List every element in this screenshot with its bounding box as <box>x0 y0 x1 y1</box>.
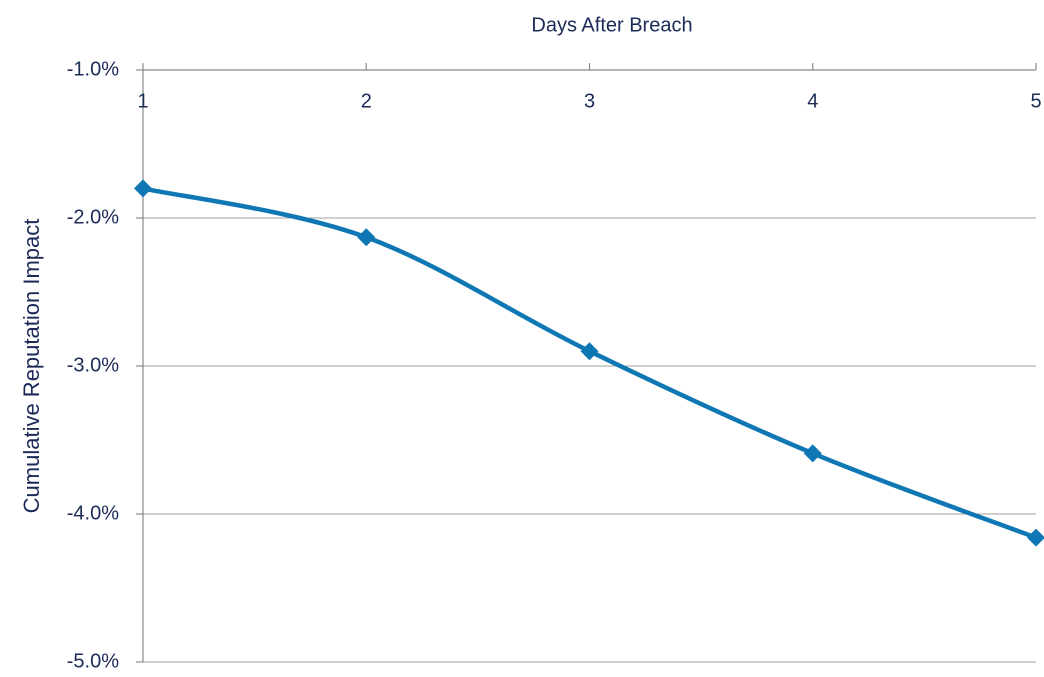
x-tick-label: 3 <box>584 90 595 112</box>
chart-title: Days After Breach <box>531 14 692 36</box>
data-point <box>803 444 822 463</box>
data-line <box>142 186 1037 540</box>
data-point <box>357 228 376 247</box>
y-tick-label: -4.0% <box>67 502 119 524</box>
x-tick-label: 4 <box>807 90 818 112</box>
data-point <box>134 179 152 198</box>
y-tick-label: -2.0% <box>67 206 119 228</box>
x-tick-label: 2 <box>361 90 372 112</box>
y-axis-label: Cumulative Reputation Impact <box>19 219 44 514</box>
y-tick-label: -3.0% <box>67 354 119 376</box>
y-tick-label: -5.0% <box>67 650 119 672</box>
data-point <box>580 342 599 361</box>
x-tick-label: 1 <box>137 90 148 112</box>
x-tick-label: 5 <box>1030 90 1041 112</box>
data-point <box>1027 528 1044 547</box>
y-tick-label: -1.0% <box>67 58 119 80</box>
